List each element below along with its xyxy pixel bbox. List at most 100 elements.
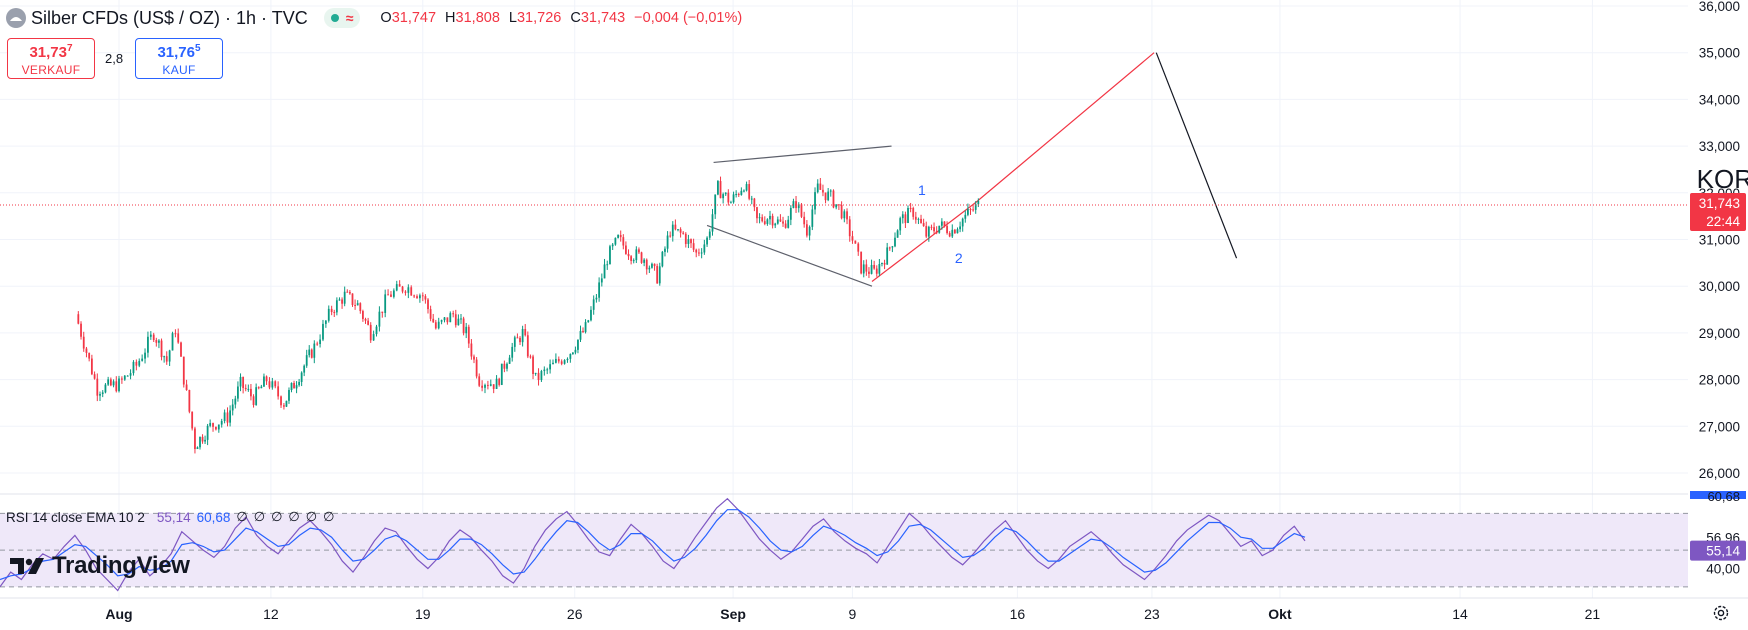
sell-button[interactable]: 31,737 VERKAUF <box>7 38 95 79</box>
sell-price: 31,737 <box>29 43 73 61</box>
candle-body <box>571 352 574 354</box>
candle-body <box>677 229 679 231</box>
candle-body <box>239 376 242 387</box>
candle-body <box>199 436 201 448</box>
y-tick-label: 28,000 <box>1699 373 1740 388</box>
x-tick-label: Sep <box>720 606 746 622</box>
candle-body <box>769 215 771 220</box>
candle-body <box>537 372 540 381</box>
candle-body <box>740 190 743 195</box>
candle-body <box>160 340 163 358</box>
candle-body <box>600 278 603 283</box>
candle-body <box>152 334 155 341</box>
candle-body <box>776 219 779 224</box>
ohlc-close: C31,743 <box>570 10 626 26</box>
candle-body <box>449 313 452 323</box>
candle-body <box>421 295 424 297</box>
candle-body <box>194 428 196 450</box>
candle-body <box>521 329 524 343</box>
candle-body <box>244 387 247 390</box>
y-tick-label: 35,000 <box>1699 46 1740 61</box>
rsi-top-badge <box>1690 491 1746 499</box>
candle-body <box>77 314 80 324</box>
candle-body <box>524 329 527 336</box>
candle-body <box>579 330 582 340</box>
candle-body <box>80 323 82 337</box>
candle-body <box>658 266 661 284</box>
rsi-na-value: ∅ <box>236 509 248 524</box>
candle-body <box>285 400 288 407</box>
candle-body <box>511 346 514 358</box>
candle-body <box>927 226 930 237</box>
candle-body <box>319 339 321 345</box>
candle-body <box>961 218 964 227</box>
logo-text: TradingView <box>52 552 190 579</box>
candle-body <box>554 358 557 363</box>
candle-body <box>416 296 418 299</box>
candle-body <box>595 297 598 300</box>
candle-body <box>656 266 659 284</box>
candle-body <box>959 226 961 230</box>
candle-body <box>215 426 217 430</box>
candle-body <box>348 291 351 294</box>
candle-body <box>85 348 88 353</box>
rsi-na-value: ∅ <box>288 509 300 524</box>
candle-body <box>460 318 462 320</box>
rsi-legend[interactable]: RSI 14 close EMA 10 2 55,14 60,68 ∅ ∅ ∅ … <box>6 508 334 526</box>
candle-body <box>209 423 212 426</box>
rsi-axis-label: 40,00 <box>1706 561 1740 576</box>
candle-body <box>719 181 722 199</box>
buy-label: KAUF <box>162 63 196 77</box>
candle-body <box>614 237 617 245</box>
x-tick-label: 12 <box>263 606 279 622</box>
candle-body <box>782 221 784 224</box>
symbol-title[interactable]: Silber CFDs (US$ / OZ) · 1h · TVC <box>31 7 308 28</box>
candle-body <box>333 312 336 314</box>
settings-icon[interactable] <box>1712 604 1730 622</box>
candle-body <box>549 364 552 370</box>
candle-body <box>974 204 977 210</box>
candle-body <box>424 296 427 300</box>
candle-body <box>603 264 606 279</box>
candle-body <box>711 214 714 232</box>
candle-body <box>682 232 685 234</box>
candle-body <box>763 221 766 224</box>
candle-body <box>277 386 280 397</box>
candle-body <box>643 259 646 263</box>
candle-body <box>104 384 107 393</box>
wave-count-label: 1 <box>918 182 926 198</box>
candle-body <box>956 229 959 234</box>
candle-body <box>204 439 206 442</box>
candle-body <box>330 308 333 313</box>
candle-body <box>888 247 891 249</box>
y-tick-label: 29,000 <box>1699 326 1740 341</box>
rsi-indicator-name[interactable]: RSI 14 close EMA 10 2 <box>6 509 145 525</box>
candle-body <box>606 264 609 266</box>
trend-line <box>713 145 892 164</box>
silver-symbol-icon[interactable] <box>6 8 26 28</box>
candle-body <box>787 219 790 228</box>
candle-body <box>263 376 265 387</box>
candle-body <box>375 326 378 335</box>
rsi-ema-line <box>0 509 1306 581</box>
candle-body <box>967 208 969 215</box>
candle-body <box>508 357 511 364</box>
tradingview-logo[interactable]: TradingView <box>10 552 190 580</box>
candle-body <box>868 271 870 274</box>
candle-body <box>727 192 730 203</box>
buy-button[interactable]: 31,765 KAUF <box>135 38 223 79</box>
candle-body <box>907 208 909 223</box>
candle-body <box>419 295 421 299</box>
rsi-value-label: 55,14 <box>1706 544 1740 559</box>
candle-body <box>622 237 625 246</box>
candle-body <box>735 194 738 196</box>
market-status-pill[interactable]: ≈ <box>323 8 361 28</box>
candle-body <box>795 201 797 209</box>
korr-annotation: KORR. <box>1697 164 1748 194</box>
ohlc-values: O31,747 H31,808 L31,726 C31,743 −0,004 (… <box>380 10 742 26</box>
candle-body <box>107 379 110 385</box>
candle-body <box>645 259 648 270</box>
candle-body <box>894 237 896 247</box>
candle-body <box>819 183 822 190</box>
